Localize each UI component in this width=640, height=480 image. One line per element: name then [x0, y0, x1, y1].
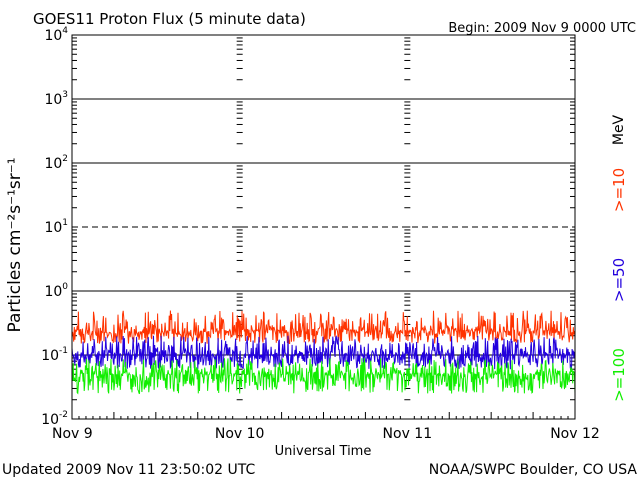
- grid: [72, 37, 575, 420]
- legend-units-label: MeV: [611, 114, 627, 145]
- x-axis-label: Universal Time: [275, 444, 372, 459]
- y-axis-label: Particles cm⁻²s⁻¹sr⁻¹: [5, 157, 25, 332]
- y-tick-labels: 104 103 102 101 100 10-1 10-2: [41, 26, 68, 428]
- series-line: [71, 335, 576, 370]
- x-tick-label: Nov 9: [52, 426, 93, 442]
- series-line: [71, 310, 576, 345]
- y-tick-label: 10-2: [41, 410, 68, 428]
- y-tick-label: 102: [44, 154, 68, 172]
- x-tick-labels: Nov 9 Nov 10 Nov 11 Nov 12: [52, 426, 600, 442]
- updated-label: Updated 2009 Nov 11 23:50:02 UTC: [2, 462, 255, 478]
- plot-frame: [71, 34, 576, 420]
- legend: MeV >=10 >=50 >=100: [610, 114, 628, 401]
- legend-entry: >=10: [610, 168, 628, 212]
- chart-title: GOES11 Proton Flux (5 minute data): [33, 10, 306, 28]
- series-layer: [71, 310, 576, 395]
- x-tick-label: Nov 11: [383, 426, 433, 442]
- x-tick-label: Nov 12: [550, 426, 600, 442]
- credit-label: NOAA/SWPC Boulder, CO USA: [429, 462, 638, 478]
- y-tick-label: 100: [44, 282, 68, 300]
- series-line: [71, 358, 576, 395]
- y-tick-label: 103: [44, 90, 68, 108]
- legend-entry: >=100: [610, 348, 628, 402]
- y-tick-label: 104: [44, 26, 68, 44]
- y-tick-label: 101: [44, 218, 68, 236]
- y-tick-label: 10-1: [41, 346, 68, 364]
- x-tick-label: Nov 10: [215, 426, 265, 442]
- begin-label: Begin: 2009 Nov 9 0000 UTC: [448, 21, 636, 36]
- legend-entry: >=50: [610, 258, 628, 302]
